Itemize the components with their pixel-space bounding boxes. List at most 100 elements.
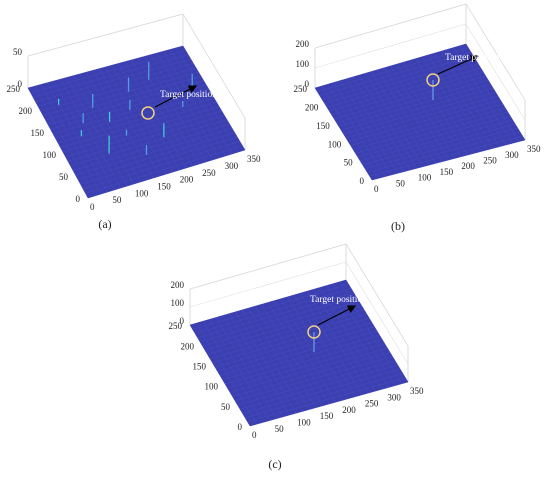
- z-tick-label: 100: [171, 298, 185, 308]
- mesh: [30, 50, 186, 93]
- caption: (b): [391, 219, 405, 233]
- x-tick-label: 300: [505, 150, 519, 160]
- target-arrow: [317, 305, 357, 326]
- x-tick-label: 100: [135, 188, 149, 198]
- mesh: [339, 281, 402, 384]
- z-grid-line: [345, 261, 409, 365]
- panel: 050050100150200250050100150200250300350T…: [7, 13, 261, 231]
- x-tick-label: 150: [440, 167, 454, 177]
- x-tick-label: 200: [180, 175, 194, 185]
- y-tick-label: 250: [7, 84, 21, 94]
- z-grid-line: [189, 243, 347, 290]
- mesh: [459, 45, 519, 142]
- x-tick-label: 300: [225, 161, 239, 171]
- x-tick-label: 200: [461, 161, 475, 171]
- mesh: [35, 58, 191, 102]
- x-tick-label: 250: [365, 399, 379, 409]
- y-tick-label: 0: [360, 176, 365, 186]
- mesh: [27, 45, 184, 89]
- z-grid-line: [182, 13, 246, 119]
- x-tick-label: 100: [297, 417, 311, 427]
- y-tick-label: 100: [43, 150, 57, 160]
- annotation: Target position: [160, 90, 217, 100]
- z-tick-label: 200: [296, 39, 310, 49]
- z-tick-label: 200: [171, 280, 185, 290]
- mesh: [322, 55, 474, 100]
- mesh: [326, 285, 389, 388]
- x-tick-label: 350: [247, 154, 261, 164]
- x-tick-label: 350: [410, 386, 424, 396]
- y-tick-label: 250: [169, 321, 183, 331]
- caption: (c): [268, 457, 281, 471]
- z-grid-line: [27, 13, 184, 57]
- mesh: [182, 45, 246, 151]
- x-tick-label: 150: [320, 411, 334, 421]
- x-tick-label: 100: [418, 173, 432, 183]
- z-grid-line: [314, 3, 467, 49]
- mesh: [199, 296, 357, 343]
- mesh: [37, 63, 194, 107]
- mesh: [314, 43, 467, 89]
- x-tick-label: 0: [374, 184, 379, 194]
- y-tick-label: 200: [181, 341, 195, 351]
- mesh: [317, 47, 469, 93]
- y-tick-label: 0: [76, 194, 81, 204]
- mesh: [163, 51, 226, 157]
- target-circle: [426, 73, 440, 87]
- z-grid-line: [465, 23, 526, 121]
- target-arrow: [437, 55, 480, 75]
- z-grid-line: [465, 3, 526, 101]
- caption: (a): [98, 217, 111, 231]
- y-tick-label: 50: [344, 158, 354, 168]
- z-grid-line: [345, 243, 409, 347]
- y-tick-label: 200: [305, 102, 319, 112]
- z-tick-label: 100: [296, 59, 310, 69]
- y-tick-label: 150: [31, 128, 45, 138]
- y-tick-label: 150: [193, 361, 207, 371]
- x-tick-label: 200: [342, 405, 356, 415]
- z-tick-label: 0: [305, 79, 310, 89]
- mesh: [169, 49, 233, 155]
- mesh: [192, 284, 349, 330]
- target-circle: [307, 325, 321, 339]
- y-tick-label: 50: [59, 172, 69, 182]
- y-tick-label: 150: [316, 121, 330, 131]
- x-tick-label: 300: [387, 392, 401, 402]
- x-tick-label: 50: [275, 424, 285, 434]
- panel: 0100200050100150200250050100150200250300…: [169, 243, 424, 471]
- z-tick-label: 0: [18, 79, 23, 89]
- mesh: [319, 51, 471, 96]
- y-tick-label: 200: [19, 106, 33, 116]
- mesh: [453, 47, 513, 144]
- y-tick-label: 250: [294, 84, 308, 94]
- target-arrow: [154, 85, 198, 108]
- x-tick-label: 350: [527, 144, 541, 154]
- y-tick-label: 100: [328, 139, 342, 149]
- x-tick-label: 250: [483, 155, 497, 165]
- x-tick-label: 50: [112, 195, 122, 205]
- y-tick-label: 100: [205, 382, 219, 392]
- target-circle: [141, 106, 155, 120]
- z-tick-label: 50: [13, 47, 23, 57]
- x-tick-label: 150: [157, 181, 171, 191]
- y-tick-label: 50: [221, 402, 231, 412]
- x-tick-label: 0: [252, 430, 257, 440]
- panel: 0100200050100150200250050100150200250300…: [294, 3, 541, 233]
- mesh: [189, 279, 347, 326]
- z-tick-label: 0: [180, 316, 185, 326]
- x-tick-label: 50: [396, 178, 406, 188]
- annotation: Target position: [445, 53, 502, 63]
- mesh: [176, 47, 239, 153]
- x-tick-label: 0: [90, 202, 95, 212]
- mesh: [32, 54, 189, 98]
- annotation: Target position: [310, 295, 367, 305]
- z-grid-line: [314, 23, 467, 69]
- mesh: [197, 292, 354, 338]
- y-tick-label: 0: [238, 422, 243, 432]
- mesh: [345, 279, 409, 383]
- z-grid-line: [189, 261, 347, 308]
- mesh: [332, 283, 396, 386]
- x-tick-label: 250: [202, 168, 216, 178]
- mesh: [324, 59, 476, 104]
